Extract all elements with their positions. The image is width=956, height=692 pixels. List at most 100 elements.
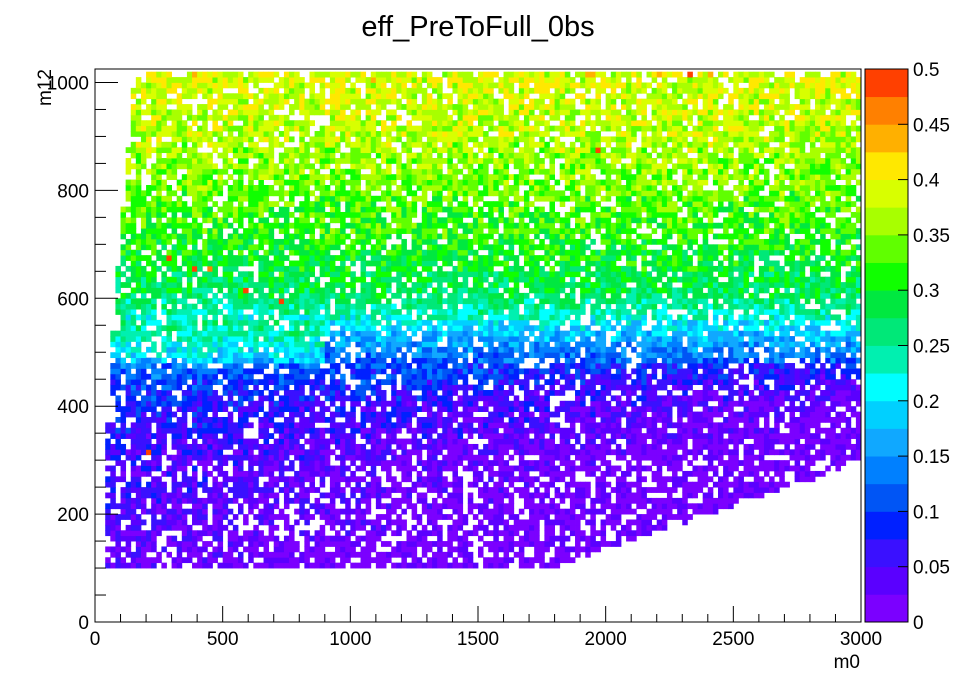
heatmap-cell xyxy=(452,71,458,78)
heatmap-cell xyxy=(355,71,361,78)
heatmap-cell xyxy=(161,379,167,386)
heatmap-cell xyxy=(324,131,331,137)
heatmap-cell xyxy=(273,87,280,94)
heatmap-cell xyxy=(237,357,244,364)
heatmap-cell xyxy=(222,427,229,434)
heatmap-cell xyxy=(232,325,239,332)
heatmap-cell xyxy=(442,357,448,364)
heatmap-cell xyxy=(289,330,295,337)
heatmap-cell xyxy=(416,406,423,412)
heatmap-cell xyxy=(396,416,402,423)
heatmap-cell xyxy=(171,535,178,542)
heatmap-cell xyxy=(324,222,331,229)
heatmap-cell xyxy=(335,255,341,261)
heatmap-cell xyxy=(207,406,213,412)
heatmap-cell xyxy=(309,271,315,278)
heatmap-cell xyxy=(391,136,397,143)
heatmap-cell xyxy=(452,546,458,553)
heatmap-cell xyxy=(258,497,264,504)
heatmap-cell xyxy=(156,557,162,564)
heatmap-cell xyxy=(411,131,418,137)
heatmap-cell xyxy=(386,206,392,213)
heatmap-cell xyxy=(304,363,310,369)
heatmap-cell xyxy=(447,303,453,310)
heatmap-cell xyxy=(380,551,387,558)
heatmap-cell xyxy=(309,443,315,450)
heatmap-cell xyxy=(360,341,367,348)
heatmap-cell xyxy=(391,217,397,224)
heatmap-cell xyxy=(432,314,438,321)
heatmap-cell xyxy=(365,460,372,466)
heatmap-cell xyxy=(202,120,208,127)
heatmap-cell xyxy=(186,168,193,175)
heatmap-cell xyxy=(156,238,162,245)
heatmap-cell xyxy=(212,87,218,94)
heatmap-cell xyxy=(192,287,198,294)
heatmap-cell xyxy=(370,481,377,488)
heatmap-cell xyxy=(335,125,341,132)
heatmap-cell xyxy=(375,185,382,191)
heatmap-cell xyxy=(253,147,259,154)
heatmap-cell xyxy=(222,481,229,488)
heatmap-cell xyxy=(345,195,351,202)
heatmap-cell xyxy=(304,271,310,278)
heatmap-cell xyxy=(278,265,285,272)
heatmap-cell xyxy=(375,244,382,251)
heatmap-cell xyxy=(370,244,377,251)
heatmap-cell xyxy=(248,406,254,412)
heatmap-cell xyxy=(278,427,285,434)
heatmap-cell xyxy=(125,497,132,504)
heatmap-cell xyxy=(283,314,290,321)
heatmap-cell xyxy=(340,190,346,197)
heatmap-cell xyxy=(401,141,407,148)
heatmap-cell xyxy=(151,546,157,553)
heatmap-cell xyxy=(452,228,458,234)
heatmap-cell xyxy=(432,524,438,531)
heatmap-cell xyxy=(442,217,448,224)
heatmap-cell xyxy=(401,71,407,78)
heatmap-cell xyxy=(375,211,382,218)
heatmap-cell xyxy=(401,125,407,132)
heatmap-cell xyxy=(406,319,413,326)
heatmap-cell xyxy=(120,260,127,267)
heatmap-cell xyxy=(156,357,162,364)
heatmap-cell xyxy=(110,524,116,531)
heatmap-cell xyxy=(192,211,198,218)
heatmap-cell xyxy=(319,433,326,439)
heatmap-cell xyxy=(329,330,336,337)
heatmap-cell xyxy=(227,82,234,89)
heatmap-cell xyxy=(278,298,285,305)
heatmap-cell xyxy=(258,292,264,299)
heatmap-cell xyxy=(289,179,295,186)
heatmap-cell xyxy=(289,465,295,472)
heatmap-cell xyxy=(421,98,428,105)
heatmap-cell xyxy=(243,206,249,213)
heatmap-cell xyxy=(452,319,458,326)
heatmap-cell xyxy=(248,319,254,326)
heatmap-cell xyxy=(151,368,157,375)
heatmap-cell xyxy=(289,163,295,170)
heatmap-cell xyxy=(345,71,351,78)
heatmap-cell xyxy=(437,147,443,154)
heatmap-cell xyxy=(248,282,254,288)
heatmap-cell xyxy=(120,433,127,439)
heatmap-cell xyxy=(192,379,198,386)
heatmap-cell xyxy=(426,406,433,412)
heatmap-cell xyxy=(146,125,152,132)
heatmap-cell xyxy=(329,357,336,364)
heatmap-cell xyxy=(380,228,387,234)
heatmap-cell xyxy=(406,384,413,391)
heatmap-cell xyxy=(151,557,157,564)
heatmap-cell xyxy=(457,179,464,186)
heatmap-cell xyxy=(212,179,218,186)
heatmap-cell xyxy=(268,125,275,132)
heatmap-cell xyxy=(442,71,448,78)
heatmap-cell xyxy=(166,87,172,94)
heatmap-cell xyxy=(370,368,377,375)
heatmap-cell xyxy=(370,449,377,456)
heatmap-cell xyxy=(207,346,213,353)
heatmap-cell xyxy=(151,82,157,89)
heatmap-cell xyxy=(120,298,127,305)
heatmap-cell xyxy=(426,244,433,251)
heatmap-cell xyxy=(294,179,300,186)
